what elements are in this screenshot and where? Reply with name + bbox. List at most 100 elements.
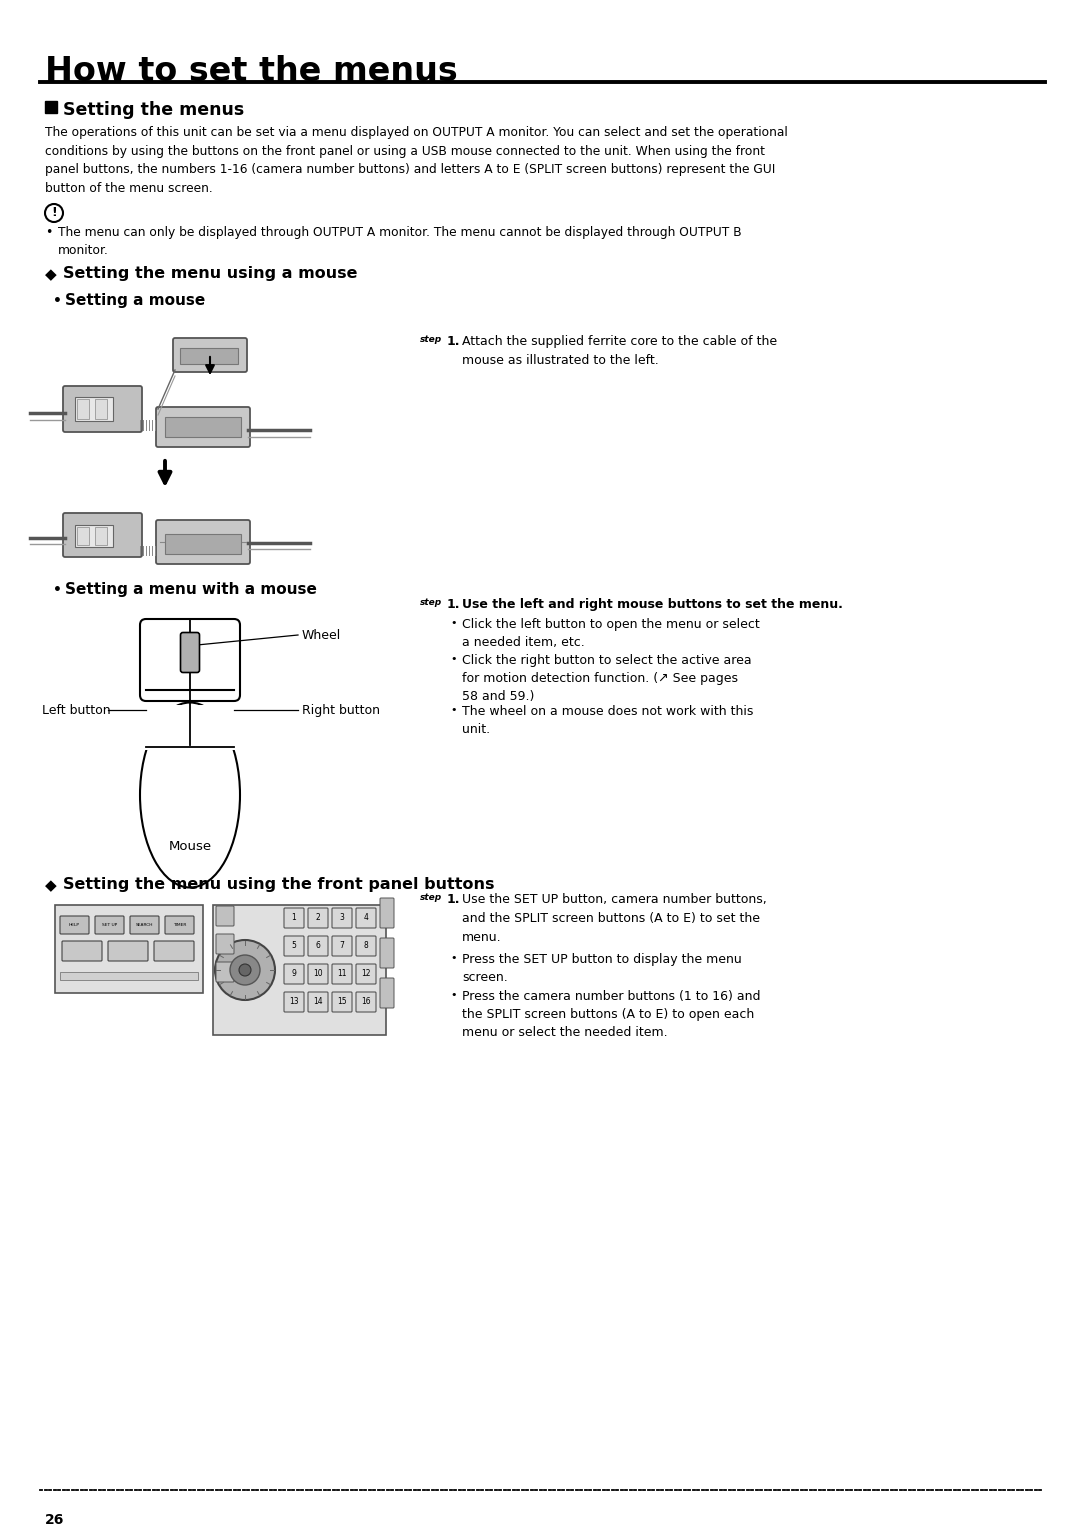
Text: 2: 2	[315, 914, 321, 923]
Ellipse shape	[140, 703, 240, 888]
FancyBboxPatch shape	[284, 964, 303, 984]
Text: •: •	[53, 293, 62, 309]
Text: How to set the menus: How to set the menus	[45, 55, 458, 89]
Text: 1: 1	[292, 914, 296, 923]
Bar	[95, 399, 107, 419]
FancyBboxPatch shape	[55, 905, 203, 993]
Text: 5: 5	[292, 941, 296, 950]
Text: 6: 6	[315, 941, 321, 950]
Bar	[180, 348, 238, 364]
Text: •: •	[450, 990, 457, 999]
Text: Press the SET UP button to display the menu
screen.: Press the SET UP button to display the m…	[462, 953, 742, 984]
Circle shape	[215, 940, 275, 999]
Text: 8: 8	[364, 941, 368, 950]
Text: Setting the menu using the front panel buttons: Setting the menu using the front panel b…	[63, 877, 495, 892]
Text: step: step	[420, 335, 442, 344]
Text: Attach the supplied ferrite core to the cable of the
mouse as illustrated to the: Attach the supplied ferrite core to the …	[462, 335, 778, 367]
Text: 7: 7	[339, 941, 345, 950]
Text: Right button: Right button	[302, 704, 380, 717]
Text: Click the left button to open the menu or select
a needed item, etc.: Click the left button to open the menu o…	[462, 617, 759, 649]
FancyBboxPatch shape	[356, 964, 376, 984]
FancyBboxPatch shape	[332, 908, 352, 927]
Text: 3: 3	[339, 914, 345, 923]
FancyBboxPatch shape	[216, 934, 234, 953]
Text: •: •	[45, 226, 52, 238]
Text: step: step	[420, 892, 442, 902]
Text: •: •	[450, 953, 457, 963]
FancyBboxPatch shape	[63, 387, 141, 432]
Text: SET UP: SET UP	[102, 923, 117, 927]
Text: Press the camera number buttons (1 to 16) and
the SPLIT screen buttons (A to E) : Press the camera number buttons (1 to 16…	[462, 990, 760, 1039]
Text: Use the SET UP button, camera number buttons,
and the SPLIT screen buttons (A to: Use the SET UP button, camera number but…	[462, 892, 767, 944]
FancyBboxPatch shape	[332, 937, 352, 957]
FancyBboxPatch shape	[130, 915, 159, 934]
FancyBboxPatch shape	[156, 406, 249, 448]
Text: 16: 16	[361, 998, 370, 1007]
FancyBboxPatch shape	[332, 992, 352, 1012]
Text: HELP: HELP	[69, 923, 80, 927]
Text: 9: 9	[292, 969, 296, 978]
FancyBboxPatch shape	[140, 619, 240, 701]
Text: TIMER: TIMER	[173, 923, 186, 927]
FancyBboxPatch shape	[284, 992, 303, 1012]
Bar	[75, 397, 113, 422]
FancyBboxPatch shape	[380, 938, 394, 969]
Text: Wheel: Wheel	[302, 630, 341, 642]
Bar	[165, 417, 241, 437]
Text: The menu can only be displayed through OUTPUT A monitor. The menu cannot be disp: The menu can only be displayed through O…	[58, 226, 742, 258]
FancyBboxPatch shape	[308, 937, 328, 957]
Text: step: step	[420, 597, 442, 607]
FancyBboxPatch shape	[63, 513, 141, 558]
FancyBboxPatch shape	[173, 338, 247, 371]
Text: Setting the menu using a mouse: Setting the menu using a mouse	[63, 266, 357, 281]
Text: •: •	[450, 617, 457, 628]
Circle shape	[239, 964, 251, 976]
FancyBboxPatch shape	[165, 915, 194, 934]
Text: 1.: 1.	[447, 335, 460, 348]
Text: The wheel on a mouse does not work with this
unit.: The wheel on a mouse does not work with …	[462, 704, 754, 736]
FancyBboxPatch shape	[380, 978, 394, 1008]
Text: Setting a menu with a mouse: Setting a menu with a mouse	[65, 582, 316, 597]
Bar	[144, 704, 237, 750]
FancyBboxPatch shape	[284, 937, 303, 957]
Text: The operations of this unit can be set via a menu displayed on OUTPUT A monitor.: The operations of this unit can be set v…	[45, 125, 787, 194]
Text: Click the right button to select the active area
for motion detection function. : Click the right button to select the act…	[462, 654, 752, 703]
Text: 10: 10	[313, 969, 323, 978]
FancyBboxPatch shape	[308, 992, 328, 1012]
Text: Left button: Left button	[42, 704, 110, 717]
Bar	[45, 101, 57, 113]
FancyBboxPatch shape	[308, 908, 328, 927]
Text: Setting a mouse: Setting a mouse	[65, 293, 205, 309]
FancyBboxPatch shape	[95, 915, 124, 934]
Bar	[77, 527, 89, 545]
Text: •: •	[450, 654, 457, 665]
FancyBboxPatch shape	[213, 905, 386, 1034]
Text: •: •	[450, 704, 457, 715]
FancyBboxPatch shape	[216, 906, 234, 926]
Text: Mouse: Mouse	[168, 840, 212, 853]
Text: 26: 26	[45, 1513, 65, 1526]
Bar	[165, 533, 241, 555]
Bar	[60, 972, 198, 979]
FancyBboxPatch shape	[308, 964, 328, 984]
FancyBboxPatch shape	[380, 898, 394, 927]
FancyBboxPatch shape	[154, 941, 194, 961]
FancyBboxPatch shape	[156, 520, 249, 564]
Text: 15: 15	[337, 998, 347, 1007]
Text: SEARCH: SEARCH	[136, 923, 153, 927]
Text: ◆: ◆	[45, 267, 57, 283]
Text: 14: 14	[313, 998, 323, 1007]
Circle shape	[230, 955, 260, 986]
FancyBboxPatch shape	[284, 908, 303, 927]
Text: 1.: 1.	[447, 597, 460, 611]
FancyBboxPatch shape	[180, 633, 200, 672]
Text: 4: 4	[364, 914, 368, 923]
FancyBboxPatch shape	[60, 915, 89, 934]
Text: ◆: ◆	[45, 879, 57, 892]
Text: Use the left and right mouse buttons to set the menu.: Use the left and right mouse buttons to …	[462, 597, 842, 611]
Text: •: •	[53, 584, 62, 597]
FancyBboxPatch shape	[356, 908, 376, 927]
Text: 12: 12	[361, 969, 370, 978]
FancyBboxPatch shape	[332, 964, 352, 984]
Bar	[77, 399, 89, 419]
